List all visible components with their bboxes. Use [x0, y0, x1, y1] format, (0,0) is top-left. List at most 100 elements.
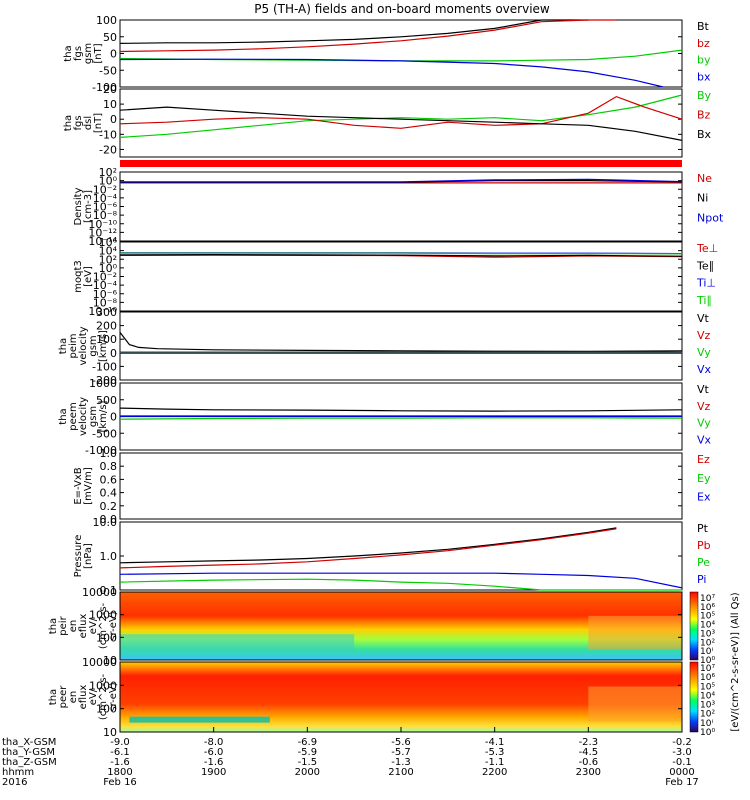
legend-entry: Pb — [697, 539, 711, 552]
y-tick-label: 0.1 — [100, 584, 118, 597]
x-tick-value: -0.1 — [672, 757, 692, 768]
x-row-label: tha_Y-GSM — [2, 747, 55, 758]
colorbar-tick-label: 10⁶ — [700, 673, 715, 683]
series-line-vy — [119, 417, 683, 420]
y-axis-label: tha — [48, 689, 59, 705]
series-line-bz — [119, 19, 617, 53]
panel-peir_spectrogram: 10000 1000 100 10 tha peir en eflux eV/(cm^2-s-s… — [48, 586, 683, 667]
y-tick-label: 10⁻² — [93, 271, 117, 284]
y-tick-label: 1000 — [89, 377, 117, 390]
panel-frame — [119, 591, 683, 661]
legend-entry: Pe — [697, 556, 710, 569]
y-tick-label: 10⁻⁸ — [93, 296, 118, 309]
legend-entry: by — [697, 54, 711, 67]
y-axis-label: eflux — [78, 685, 89, 710]
y-axis-label: peem — [68, 402, 79, 430]
legend-entry: Vx — [697, 363, 712, 376]
series-line-te — [119, 254, 683, 257]
y-axis-label: fgs — [73, 46, 84, 61]
y-axis-label: tha — [48, 618, 59, 634]
panel-efield: 1.00.80.60.40.20.0 E=-VxB [mV/m] Ez Ey Ex — [73, 447, 711, 526]
colorbar-label: [eV/(cm^2-s-sr-eV)] (All Qs) — [730, 592, 741, 731]
y-tick-label: 10⁻² — [93, 183, 117, 196]
y-axis-label: tha — [63, 115, 74, 131]
y-axis-label: eV/ — [88, 688, 99, 705]
x-tick-value: -1.3 — [391, 757, 411, 768]
series-line-npot — [120, 178, 683, 183]
series-line-pe — [119, 578, 682, 591]
y-tick-label: -1000 — [85, 444, 117, 457]
y-tick-label: -100 — [92, 81, 117, 94]
legend-entry: Vy — [697, 417, 711, 430]
y-tick-label: 300 — [96, 306, 117, 319]
y-tick-label: 0.4 — [100, 487, 118, 500]
x-tick-value: -5.6 — [391, 737, 411, 748]
y-tick-label: 10⁻¹⁴ — [88, 235, 117, 248]
legend-entry: Ni — [697, 192, 708, 205]
spectrogram-region — [120, 634, 355, 652]
colorbar-tick-label: 10⁷ — [700, 664, 715, 674]
y-tick-label: 0 — [110, 113, 117, 126]
legend-entry: Vy — [697, 346, 711, 359]
colorbar-tick-label: 10ⁱ — [700, 647, 713, 657]
x-tick-value: -1.5 — [298, 757, 318, 768]
y-tick-label: 10⁻⁶ — [93, 201, 118, 214]
y-tick-label: 10² — [99, 253, 117, 266]
panel-frame — [119, 452, 683, 520]
y-axis-label: [km/s] — [98, 330, 109, 362]
panel-frame — [119, 19, 683, 88]
y-axis-label: peer — [58, 685, 69, 709]
series-line-bx — [119, 58, 664, 88]
x-tick-value: -0.2 — [672, 737, 692, 748]
legend-entry: Ti⊥ — [696, 277, 716, 290]
date-start: Feb 16 — [103, 777, 137, 788]
y-tick-label: 10000 — [82, 656, 117, 669]
legend-entry: Bz — [697, 108, 711, 121]
y-axis-label: [nT] — [93, 113, 104, 133]
colorbar-tick-label: 10² — [700, 638, 715, 648]
y-tick-label: 10⁴ — [99, 245, 118, 258]
panel-fgs_gsm: 100 50 0 -50 -100 tha fgs gsm [nT] Bt bz by bx — [63, 14, 711, 94]
y-tick-label: 200 — [96, 320, 117, 333]
y-tick-label: 10 — [103, 726, 117, 739]
x-tick-value: -9.0 — [110, 737, 130, 748]
y-tick-label: 10000 — [82, 586, 117, 599]
y-axis-label: (cm^2-s- — [98, 602, 109, 649]
y-tick-label: 10⁻⁴ — [93, 279, 118, 292]
y-tick-label: 500 — [96, 394, 117, 407]
series-line-pb — [119, 528, 617, 569]
series-line-by — [119, 94, 683, 138]
legend-entry: Ne — [697, 172, 712, 185]
x-tick-value: -6.0 — [204, 747, 224, 758]
date-end: Feb 17 — [665, 777, 699, 788]
y-tick-label: 100 — [96, 703, 117, 716]
colorbar — [689, 661, 699, 733]
panel-peem_velocity: 1000 500 0 -500 -1000 tha peem velocity gsm [km/s… — [58, 377, 712, 457]
y-axis-label: gsm — [83, 43, 94, 64]
legend-entry: Ey — [697, 472, 711, 485]
y-axis-label: [mV/m] — [83, 467, 94, 505]
year-label: 2016 — [2, 777, 27, 788]
legend-entry: Vt — [697, 312, 710, 325]
x-tick-value: -1.6 — [110, 757, 130, 768]
x-tick-value: -5.3 — [485, 747, 505, 758]
panel-peer_spectrogram: 10000 1000 100 10 tha peer en eflux eV/(cm^2-s-s… — [48, 656, 683, 739]
x-tick-value: 1900 — [201, 767, 226, 778]
x-tick-value: 1800 — [107, 767, 132, 778]
spectrogram-region — [588, 615, 682, 650]
y-tick-label: 10 — [103, 98, 117, 111]
colorbar-tick-label: 10³ — [700, 629, 715, 639]
y-tick-label: 50 — [103, 31, 117, 44]
x-tick-value: -4.1 — [485, 737, 505, 748]
y-axis-label: eV/ — [88, 617, 99, 634]
series-line-bz — [119, 95, 683, 129]
colorbar-tick-label: 10⁵ — [700, 682, 715, 692]
y-tick-label: 1000 — [89, 679, 117, 692]
series-line-vt — [119, 407, 683, 412]
y-tick-label: 10⁻¹⁰ — [88, 218, 117, 231]
legend-entry: Vt — [697, 383, 710, 396]
